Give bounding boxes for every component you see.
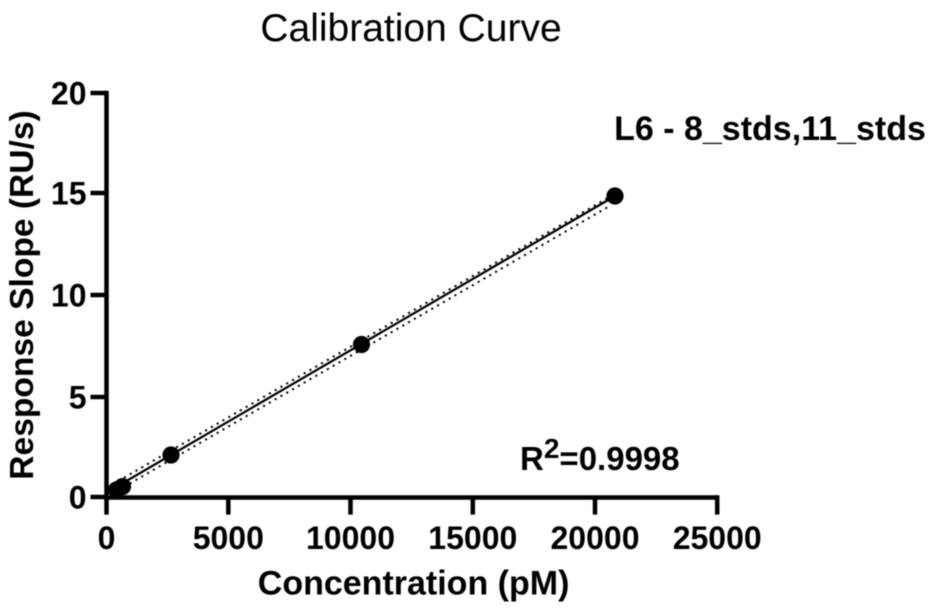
- svg-text:15: 15: [51, 176, 87, 212]
- svg-text:20000: 20000: [551, 520, 640, 556]
- svg-text:5000: 5000: [193, 520, 264, 556]
- svg-text:5: 5: [69, 380, 87, 416]
- svg-text:0: 0: [98, 520, 116, 556]
- svg-text:Response Slope (RU/s): Response Slope (RU/s): [4, 110, 41, 479]
- svg-text:Calibration Curve: Calibration Curve: [260, 7, 561, 50]
- svg-text:20: 20: [51, 76, 87, 112]
- svg-text:L6 - 8_stds,11_stds: L6 - 8_stds,11_stds: [614, 110, 926, 148]
- svg-text:10: 10: [51, 278, 87, 314]
- svg-text:15000: 15000: [428, 520, 517, 556]
- svg-text:Concentration (pM): Concentration (pM): [258, 565, 570, 603]
- svg-text:0: 0: [69, 480, 87, 516]
- svg-text:10000: 10000: [306, 520, 395, 556]
- svg-text:25000: 25000: [673, 520, 762, 556]
